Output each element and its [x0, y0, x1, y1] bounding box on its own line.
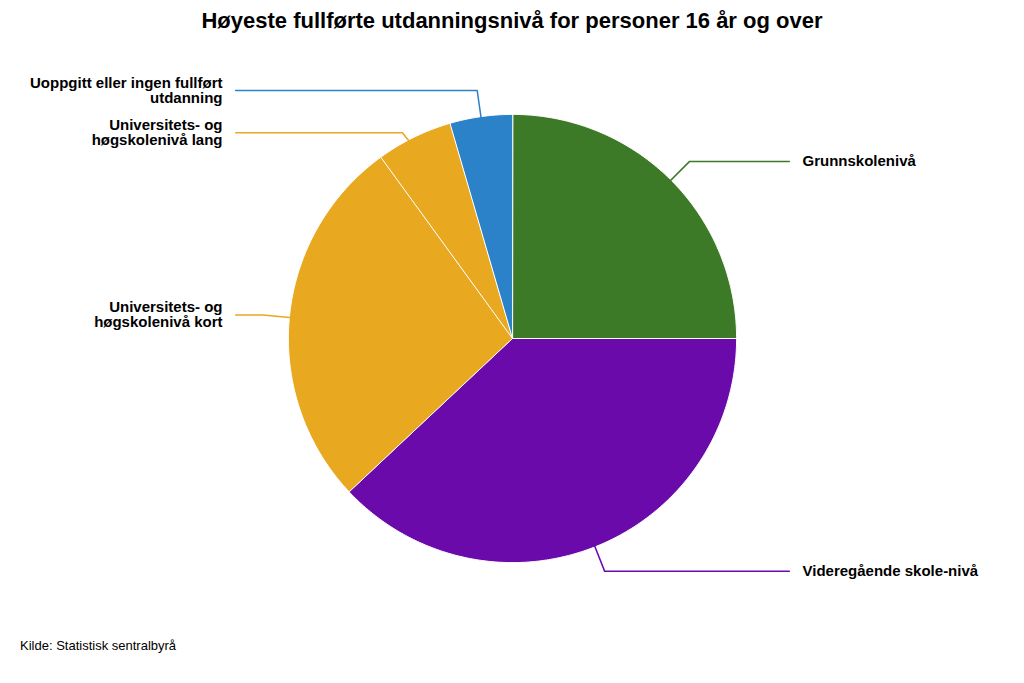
svg-text:Universitets- oghøgskolenivå l: Universitets- oghøgskolenivå lang [92, 116, 223, 148]
svg-text:Uoppgitt eller ingen fullførtu: Uoppgitt eller ingen fullførtutdanning [30, 74, 222, 106]
html-text:Kilde: Statistisk sentralbyrå: Kilde: Statistisk sentralbyrå [20, 638, 177, 653]
svg-text:Videregående skole-nivå: Videregående skole-nivå [803, 562, 979, 579]
svg-text:Universitets- oghøgskolenivå k: Universitets- oghøgskolenivå kort [94, 298, 222, 330]
svg-text:Grunnskolenivå: Grunnskolenivå [803, 152, 917, 169]
html-text:Høyeste fullførte utdanningsni: Høyeste fullførte utdanningsnivå for per… [201, 8, 823, 33]
